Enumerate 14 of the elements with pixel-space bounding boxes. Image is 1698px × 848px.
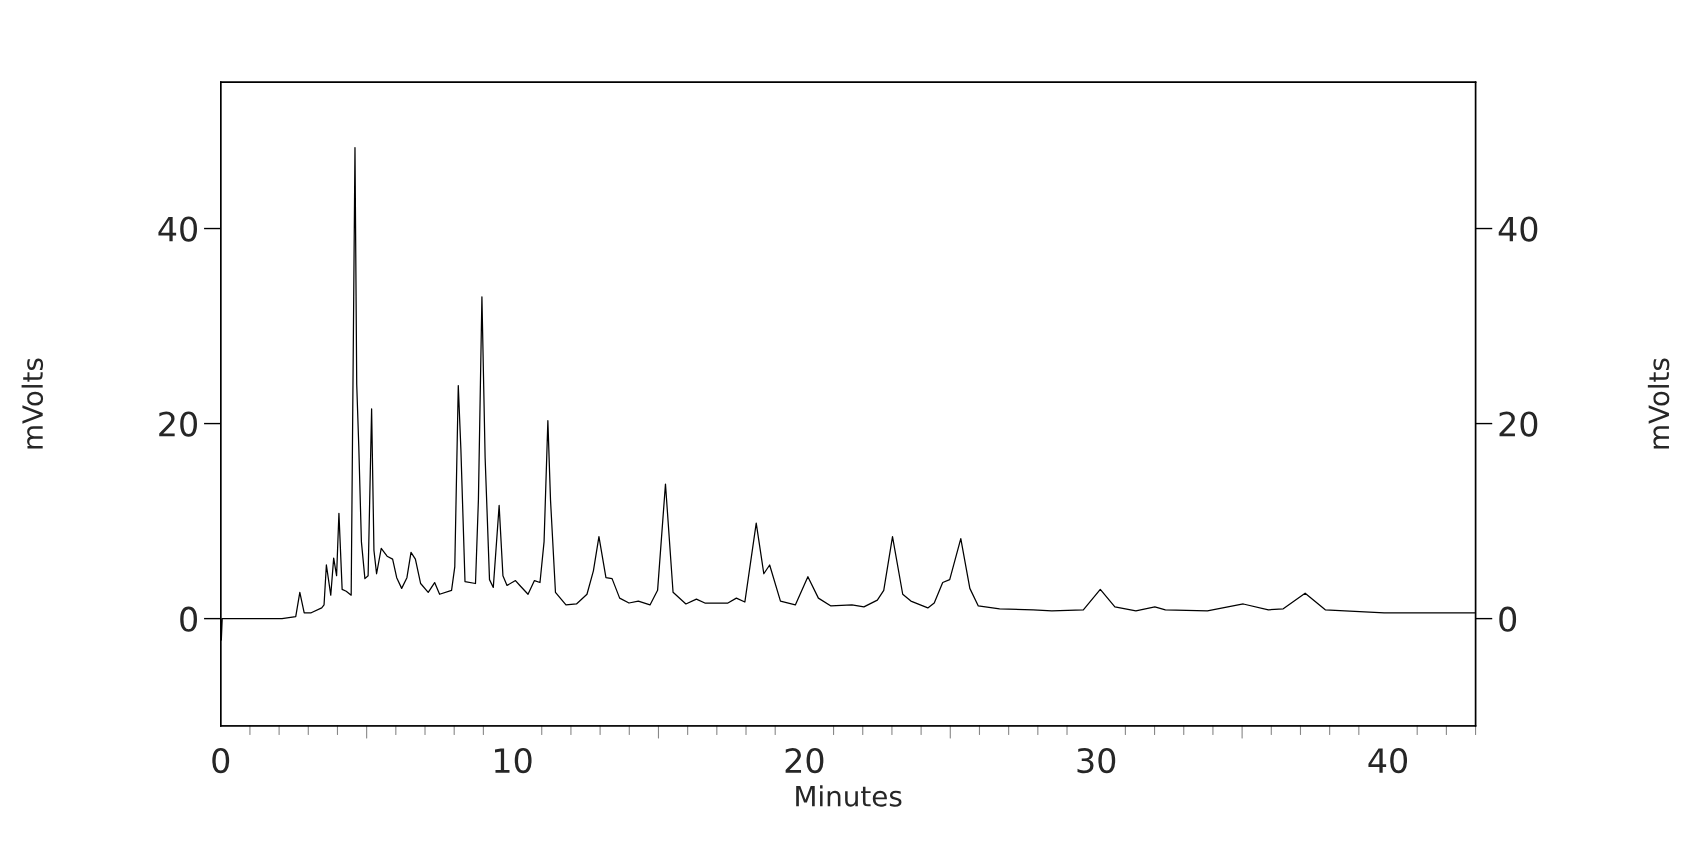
x-axis-title: Minutes: [796, 785, 902, 807]
y-tick-label: 0: [180, 606, 197, 632]
x-tick-label: 0: [212, 748, 230, 774]
x-tick-label: 30: [1077, 748, 1116, 774]
x-tick-label: 20: [785, 748, 824, 774]
x-tick-label: 40: [1368, 748, 1408, 774]
y2-tick-label: 40: [1498, 216, 1538, 242]
y2-tick-label: 0: [1499, 606, 1517, 632]
y-axis-title: mVolts: [21, 358, 44, 449]
y2-axis-title: mVolts: [1647, 358, 1670, 449]
y-tick-label: 40: [158, 216, 197, 242]
x-tick-label: 10: [495, 748, 532, 774]
y2-tick-label: 20: [1499, 411, 1538, 437]
y-tick-label: 20: [159, 411, 197, 437]
